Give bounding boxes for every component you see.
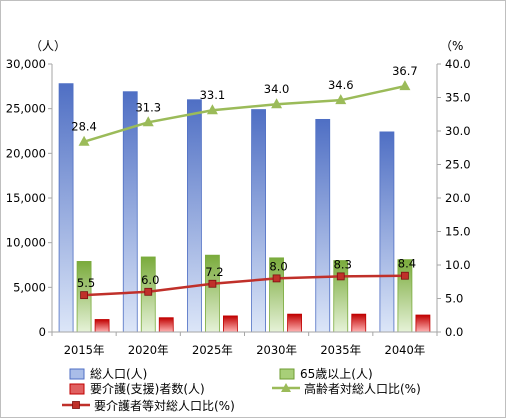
- data-label-care-ratio: 7.2: [205, 265, 223, 279]
- data-label-care-ratio: 6.0: [141, 273, 159, 287]
- marker-elderly-ratio: [399, 80, 411, 91]
- marker-elderly-ratio: [142, 116, 154, 127]
- y-right-tick-label: 35.0: [445, 91, 471, 105]
- legend-item-elderly-ratio: 高齢者対総人口比(%): [272, 381, 421, 396]
- legend-item-65-over: 65歳以上(人): [279, 367, 373, 381]
- y-right-tick-label: 30.0: [445, 124, 471, 138]
- data-label-elderly-ratio: 36.7: [392, 64, 418, 78]
- y-right-tick-label: 5.0: [445, 292, 463, 306]
- legend-marker-elderly-ratio: [281, 383, 291, 392]
- bar-care-needed: [94, 319, 110, 333]
- data-label-care-ratio: 5.5: [77, 276, 95, 290]
- legend-label-65-over: 65歳以上(人): [300, 367, 373, 381]
- bar-care-needed: [158, 317, 174, 333]
- marker-care-ratio: [401, 271, 409, 280]
- legend-item-care-needed: 要介護(支援)者数(人): [69, 381, 205, 396]
- legend-label-total-population: 総人口(人): [90, 367, 147, 381]
- data-label-elderly-ratio: 34.0: [264, 82, 290, 96]
- legend-label-care-needed: 要介護(支援)者数(人): [90, 381, 205, 396]
- bar-total-population: [187, 99, 202, 333]
- bar-total-population: [251, 109, 266, 333]
- legend-label-care-ratio: 要介護者等対総人口比(%): [94, 398, 235, 413]
- y-left-tick-label: 30,000: [6, 57, 46, 71]
- bar-total-population: [379, 131, 395, 333]
- data-label-elderly-ratio: 34.6: [328, 78, 354, 92]
- y-left-tick-label: 15,000: [6, 191, 46, 205]
- y-right-tick-label: 25.0: [445, 158, 471, 172]
- marker-elderly-ratio: [335, 94, 347, 105]
- y-right-unit-label: （%: [440, 39, 463, 53]
- y-left-tick-label: 5,000: [13, 280, 46, 294]
- line-care-ratio: [84, 274, 405, 297]
- data-label-elderly-ratio: 33.1: [200, 88, 226, 102]
- y-left-tick-label: 10,000: [6, 236, 46, 250]
- marker-elderly-ratio: [206, 104, 218, 115]
- x-tick-label: 2020年: [128, 343, 169, 357]
- line-elderly-ratio: [83, 84, 406, 143]
- legend-item-total-population: 総人口(人): [69, 367, 147, 381]
- legend-swatch-care-needed: [69, 383, 85, 395]
- marker-care-ratio: [208, 279, 217, 288]
- marker-care-ratio: [80, 291, 88, 300]
- data-label-care-ratio: 8.4: [398, 257, 416, 271]
- y-left-tick-label: 20,000: [6, 146, 46, 160]
- x-tick-label: 2040年: [385, 343, 426, 357]
- legend: 総人口(人) 65歳以上(人) 要介護(支援)者数(人) 高齢者対総人口比(%)…: [62, 367, 421, 413]
- x-tick-label: 2015年: [64, 343, 105, 357]
- bar-care-needed: [223, 315, 238, 333]
- legend-marker-care-ratio: [72, 401, 80, 409]
- data-label-care-ratio: 8.3: [334, 257, 352, 271]
- y-right-tick-label: 40.0: [445, 57, 471, 71]
- bar-care-needed: [351, 313, 367, 333]
- data-label-elderly-ratio: 31.3: [135, 100, 161, 114]
- axes-layer: [51, 64, 438, 333]
- y-left-tick-label: 0: [39, 325, 46, 339]
- bar-care-needed: [287, 313, 302, 333]
- y-right-tick-label: 0.0: [445, 325, 463, 339]
- bar-care-needed: [415, 314, 431, 333]
- data-label-care-ratio: 8.0: [269, 259, 287, 273]
- y-right-tick-label: 20.0: [445, 191, 471, 205]
- legend-item-care-ratio: 要介護者等対総人口比(%): [62, 398, 235, 413]
- marker-elderly-ratio: [78, 135, 90, 146]
- legend-swatch-65-over: [279, 368, 295, 380]
- marker-elderly-ratio: [271, 98, 283, 109]
- y-right-tick-label: 15.0: [445, 225, 471, 239]
- bar-total-population: [315, 118, 331, 333]
- x-tick-label: 2025年: [192, 343, 233, 357]
- y-left-tick-label: 25,000: [6, 102, 46, 116]
- x-tick-label: 2030年: [256, 343, 297, 357]
- data-labels-layer: 28.4 31.3 33.1 34.0 34.6 36.7 5.5 6.0 7.2 8.0 8.3 8…: [71, 64, 417, 290]
- y-left-unit-label: （人）: [30, 39, 66, 53]
- legend-label-elderly-ratio: 高齢者対総人口比(%): [304, 381, 421, 396]
- marker-care-ratio: [272, 274, 281, 283]
- data-label-elderly-ratio: 28.4: [71, 120, 97, 134]
- x-tick-label: 2035年: [320, 343, 361, 357]
- legend-swatch-total-population: [69, 368, 85, 380]
- marker-care-ratio: [336, 272, 345, 281]
- marker-care-ratio: [144, 287, 153, 296]
- y-right-tick-label: 10.0: [445, 258, 471, 272]
- ticks-layer: 0 5,000 10,000 15,000 20,000 25,000 30,000 0.0 5…: [6, 57, 471, 357]
- lines-layer: [78, 80, 411, 300]
